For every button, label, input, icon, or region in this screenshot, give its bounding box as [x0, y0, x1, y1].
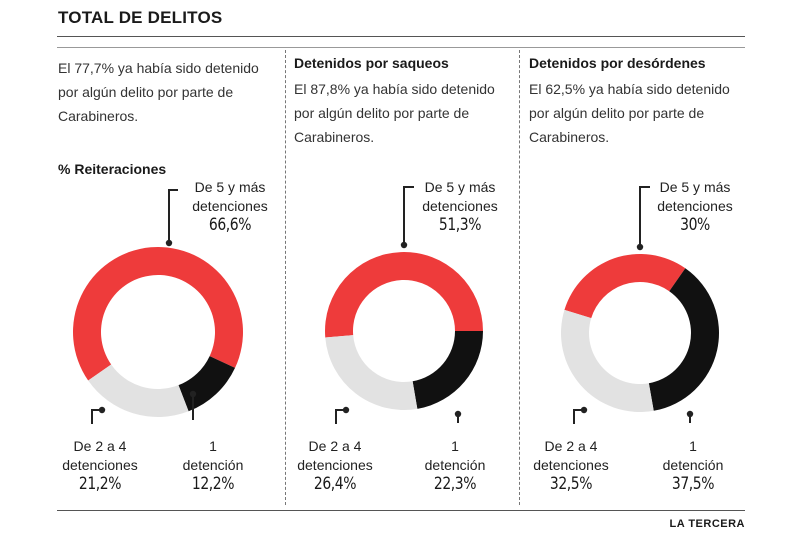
- label-two-1: De 2 a 4 detenciones 21,2%: [50, 437, 150, 494]
- label-one-2-line2: detención: [424, 457, 486, 473]
- label-five-2: De 5 y más detenciones 51,3%: [405, 178, 515, 235]
- label-one-2-line1: 1: [451, 438, 459, 454]
- value-label-one-3: 37,5%: [671, 474, 715, 494]
- value-label-two-2: 26,4%: [313, 474, 357, 494]
- source-credit: LA TERCERA: [669, 518, 745, 530]
- column-divider-1: [285, 50, 286, 505]
- label-two-3-line1: De 2 a 4: [544, 438, 598, 454]
- footer-divider: [57, 510, 745, 511]
- value-label-five-2: 51,3%: [438, 215, 482, 235]
- page-title: TOTAL DE DELITOS: [58, 8, 223, 27]
- label-five-3-line1: De 5 y más: [659, 179, 731, 195]
- slice-one-1: [178, 356, 236, 412]
- slice-two-to-four-1: [88, 364, 189, 417]
- label-one-1-line2: detención: [182, 457, 244, 473]
- label-one-3-line1: 1: [689, 438, 697, 454]
- label-five-1: De 5 y más detenciones 66,6%: [180, 178, 280, 235]
- label-two-2: De 2 a 4 detenciones 26,4%: [285, 437, 385, 494]
- leader-five-1: [168, 189, 178, 243]
- label-two-1-line2: detenciones: [62, 457, 138, 473]
- column-2-description: El 87,8% ya había sido detenido por algú…: [294, 81, 495, 145]
- column-1-subtitle: % Reiteraciones: [58, 161, 167, 177]
- slice-two-to-four-2: [325, 335, 418, 410]
- label-two-1-line1: De 2 a 4: [73, 438, 127, 454]
- slice-one-2: [412, 331, 483, 409]
- column-3-description: El 62,5% ya había sido detenido por algú…: [529, 81, 730, 145]
- label-one-1-line1: 1: [209, 438, 217, 454]
- label-two-3: De 2 a 4 detenciones 32,5%: [521, 437, 621, 494]
- slice-five-or-more-2: [325, 252, 483, 338]
- leader-dots: [98, 239, 694, 418]
- label-five-3-line2: detenciones: [657, 198, 733, 214]
- value-label-two-3: 32,5%: [549, 474, 593, 494]
- column-2-title: Detenidos por saqueos: [294, 55, 449, 71]
- header-divider: [57, 36, 745, 37]
- label-five-2-line1: De 5 y más: [424, 179, 496, 195]
- label-one-1: 1 detención 12,2%: [163, 437, 263, 494]
- label-two-3-line2: detenciones: [533, 457, 609, 473]
- label-five-1-line2: detenciones: [192, 198, 268, 214]
- column-3-title: Detenidos por desórdenes: [529, 55, 706, 71]
- column-divider-2: [519, 50, 520, 505]
- value-label-one-1: 12,2%: [191, 474, 235, 494]
- label-five-2-line2: detenciones: [422, 198, 498, 214]
- leader-five-2: [403, 186, 414, 245]
- leader-two-1: [91, 409, 102, 424]
- label-one-3-line2: detención: [662, 457, 724, 473]
- slice-five-or-more-1: [73, 247, 243, 381]
- label-five-1-line1: De 5 y más: [194, 179, 266, 195]
- slice-one-3: [648, 268, 719, 411]
- slice-five-or-more-3: [564, 253, 686, 319]
- value-label-two-1: 21,2%: [78, 474, 122, 494]
- leader-five-3: [639, 186, 650, 247]
- leader-two-2: [335, 409, 346, 424]
- value-label-five-1: 66,6%: [208, 215, 252, 235]
- slice-two-to-four-3: [561, 309, 654, 412]
- label-two-2-line1: De 2 a 4: [308, 438, 362, 454]
- label-one-2: 1 detención 22,3%: [405, 437, 505, 494]
- header-subdivider: [57, 47, 745, 48]
- value-label-five-3: 30%: [680, 215, 710, 235]
- label-one-3: 1 detención 37,5%: [643, 437, 743, 494]
- value-label-one-2: 22,3%: [433, 474, 477, 494]
- label-two-2-line2: detenciones: [297, 457, 373, 473]
- donut-chart-desordenes: [561, 253, 719, 412]
- leader-lines: [91, 186, 691, 424]
- column-1-description: El 77,7% ya había sido detenido por algú…: [58, 60, 259, 124]
- label-five-3: De 5 y más detenciones 30%: [640, 178, 750, 235]
- donut-chart-saqueos: [325, 252, 483, 410]
- leader-two-3: [573, 409, 584, 424]
- donut-chart-total: [73, 247, 243, 417]
